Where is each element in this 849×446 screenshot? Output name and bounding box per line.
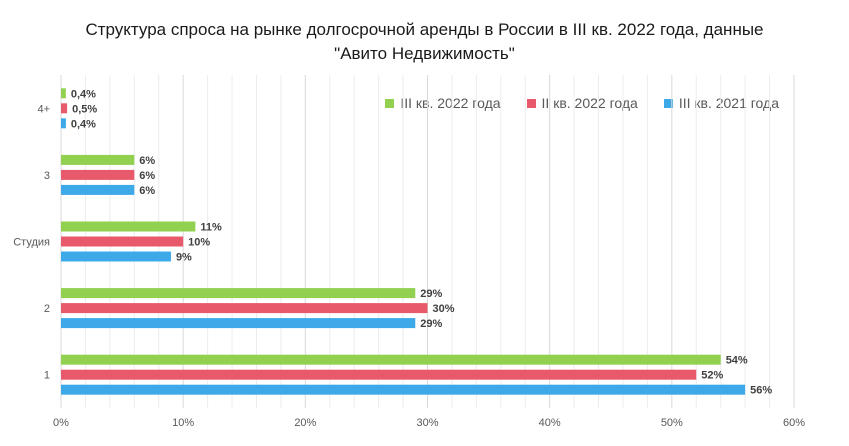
chart-title-line-2: "Авито Недвижимость" xyxy=(334,44,515,63)
x-tick-label: 30% xyxy=(416,417,438,429)
x-tick-label: 60% xyxy=(783,417,805,429)
data-label: 6% xyxy=(139,170,155,182)
legend-label-series-2: II кв. 2022 года xyxy=(541,95,638,111)
bar xyxy=(61,221,196,232)
legend-swatch-series-1 xyxy=(385,98,395,108)
data-label: 11% xyxy=(200,222,222,234)
data-label: 52% xyxy=(701,370,723,382)
data-label: 30% xyxy=(433,303,455,315)
category-label: 1 xyxy=(44,370,50,382)
bar xyxy=(61,169,135,180)
bar xyxy=(61,318,416,329)
category-label: 3 xyxy=(44,170,50,182)
bar xyxy=(61,88,66,99)
data-label: 0,4% xyxy=(71,118,96,130)
x-tick-label: 10% xyxy=(172,417,194,429)
data-label: 0,4% xyxy=(71,88,96,100)
bar xyxy=(61,154,135,165)
legend-item-series-1: III кв. 2022 года xyxy=(385,95,501,111)
data-label: 9% xyxy=(176,252,192,264)
x-tick-label: 40% xyxy=(539,417,561,429)
data-label: 10% xyxy=(188,237,210,249)
bar xyxy=(61,251,171,262)
category-label: Студия xyxy=(13,237,50,249)
legend-label-series-3: III кв. 2021 года xyxy=(678,95,779,111)
data-label: 56% xyxy=(750,385,772,397)
bar xyxy=(61,236,184,247)
x-tick-label: 50% xyxy=(661,417,683,429)
bar xyxy=(61,303,428,314)
legend-item-series-2: II кв. 2022 года xyxy=(526,95,638,111)
bar xyxy=(61,118,66,129)
category-label: 2 xyxy=(44,303,50,315)
legend: III кв. 2022 года II кв. 2022 года III к… xyxy=(385,95,779,111)
legend-swatch-series-2 xyxy=(526,98,536,108)
bar xyxy=(61,184,135,195)
data-label: 6% xyxy=(139,185,155,197)
bar xyxy=(61,103,68,114)
legend-item-series-3: III кв. 2021 года xyxy=(663,95,779,111)
data-label: 0,5% xyxy=(72,103,97,115)
bar xyxy=(61,384,746,395)
category-label: 4+ xyxy=(37,103,50,115)
data-label: 29% xyxy=(420,318,442,330)
data-label: 29% xyxy=(420,288,442,300)
data-label: 54% xyxy=(726,355,748,367)
x-tick-label: 0% xyxy=(53,417,69,429)
bar xyxy=(61,354,721,365)
chart-title-line-1: Структура спроса на рынке долгосрочной а… xyxy=(85,20,764,39)
legend-label-series-1: III кв. 2022 года xyxy=(400,95,501,111)
x-tick-label: 20% xyxy=(294,417,316,429)
legend-swatch-series-3 xyxy=(663,98,673,108)
bar xyxy=(61,369,697,380)
bar xyxy=(61,288,416,299)
data-label: 6% xyxy=(139,155,155,167)
